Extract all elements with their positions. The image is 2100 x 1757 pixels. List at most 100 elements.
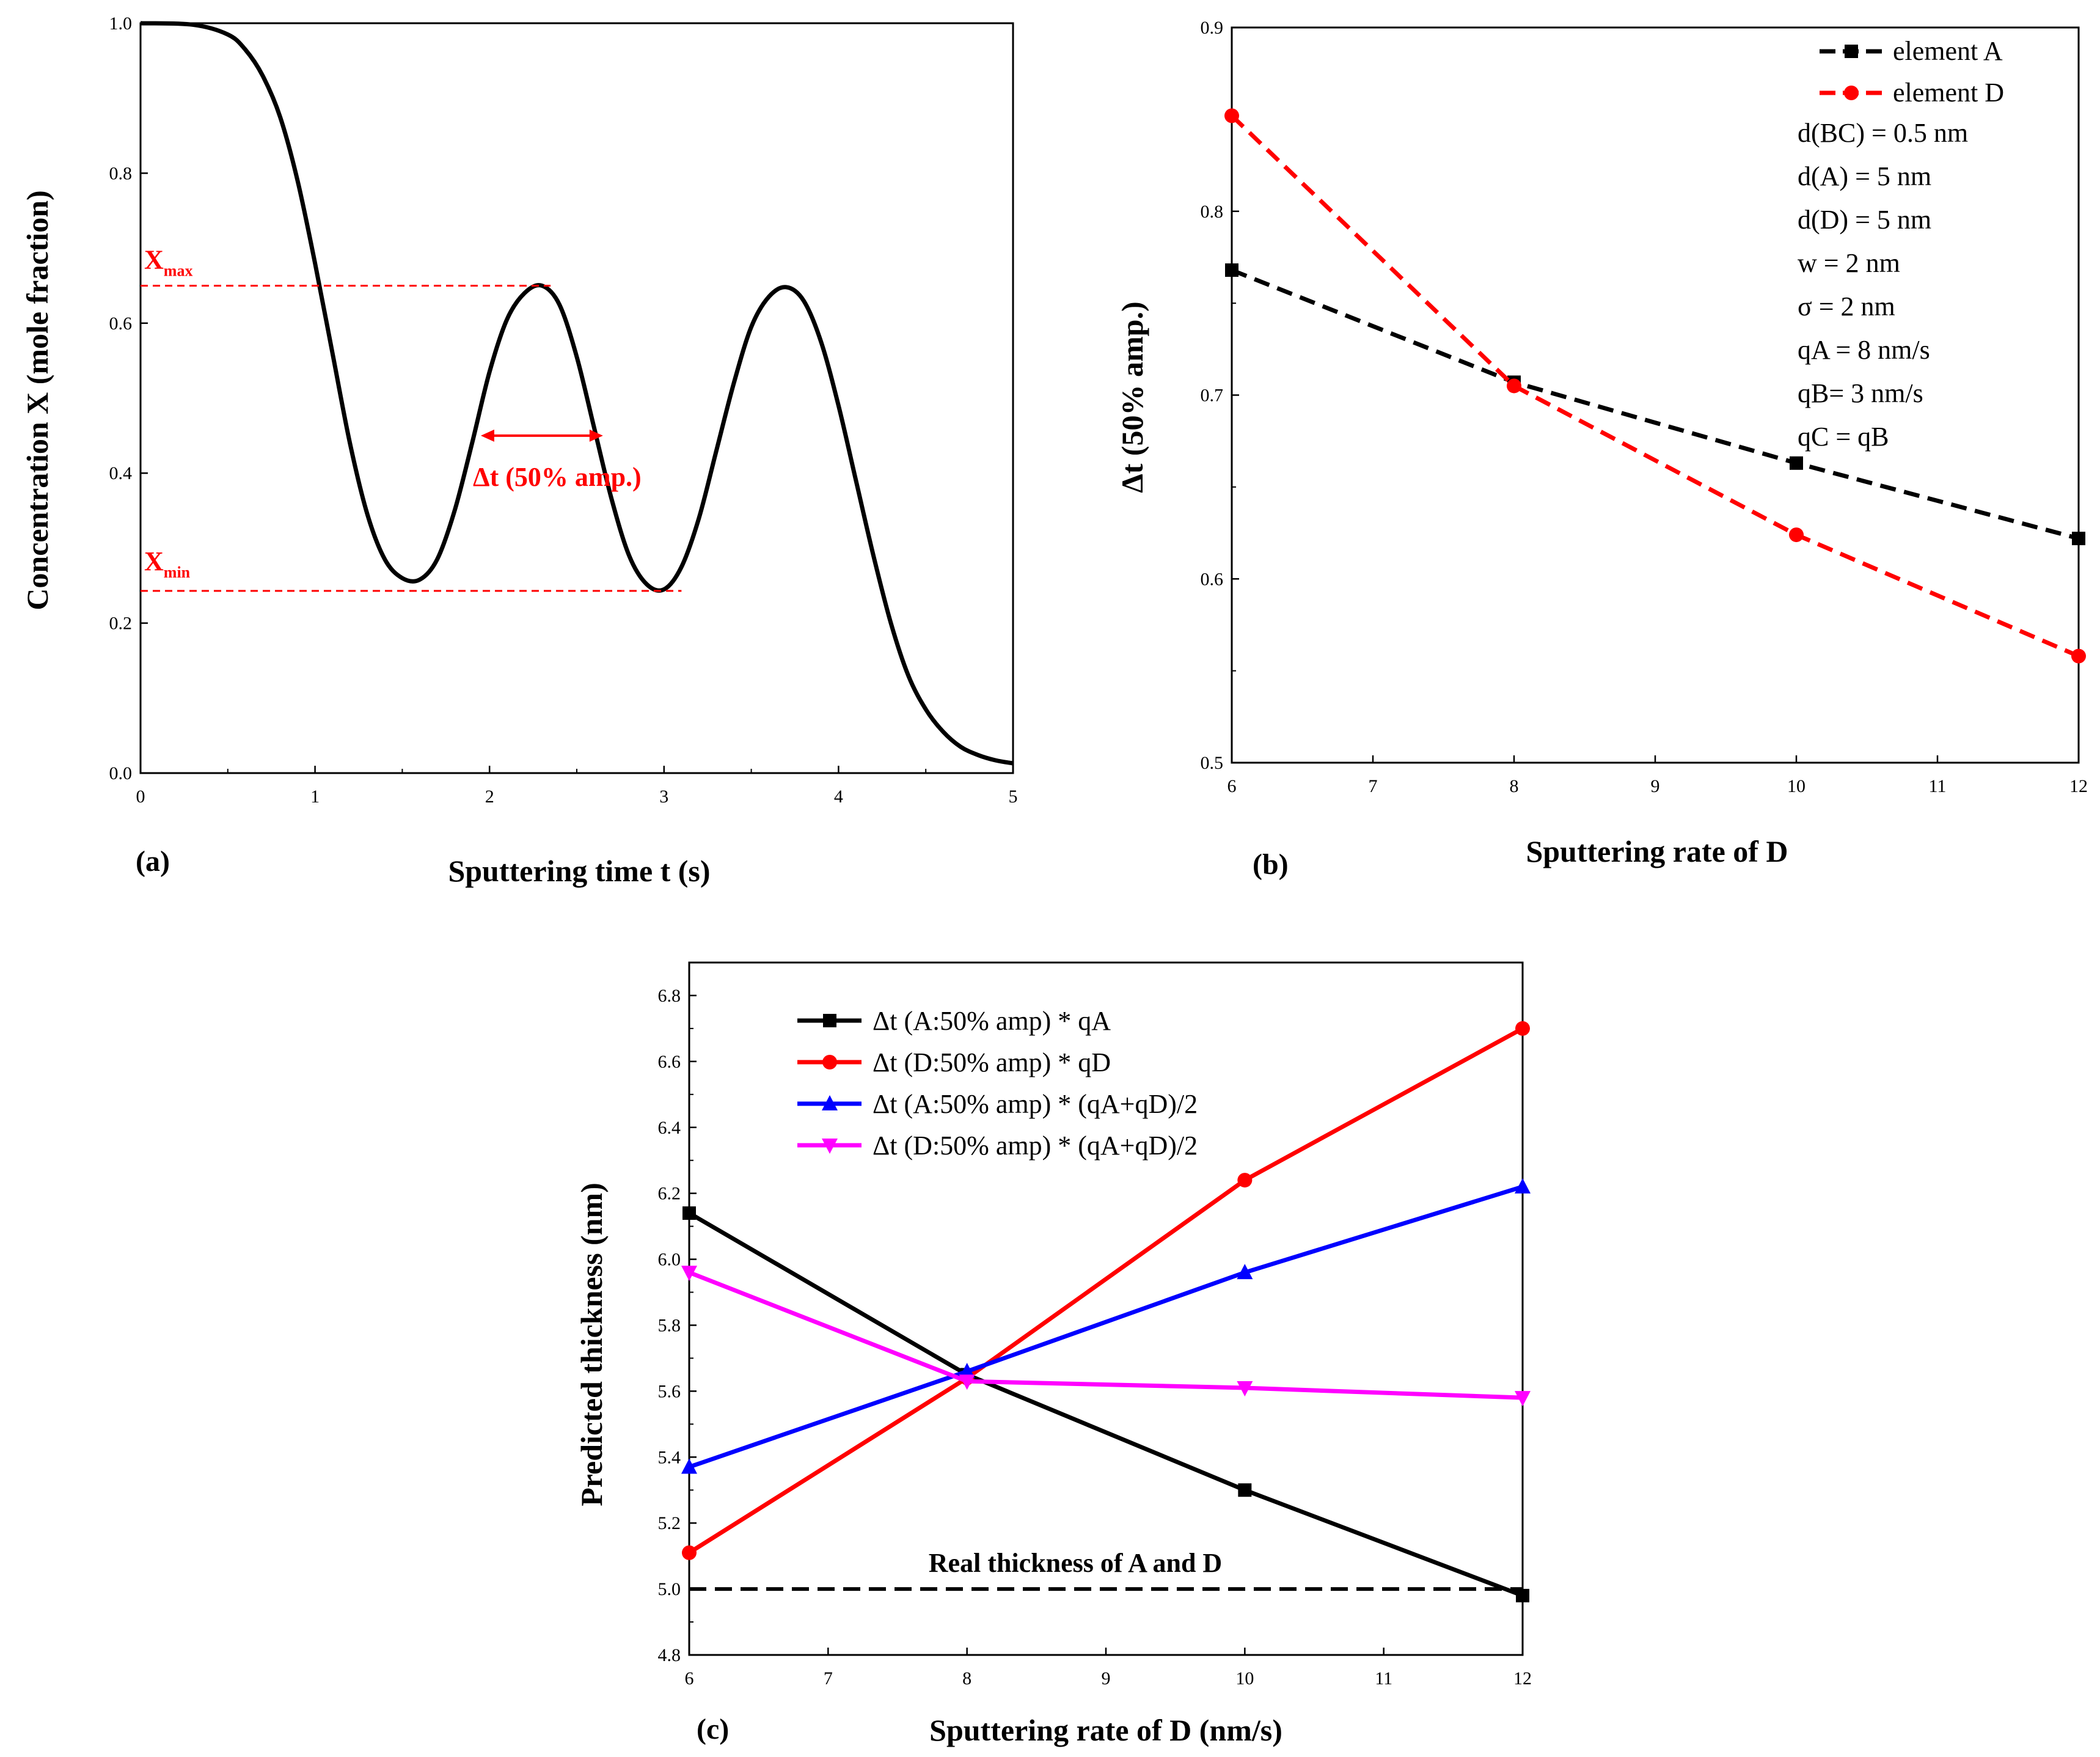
panel-b-point-element-d	[1789, 527, 1804, 543]
panel-c-x-tick-label: 12	[1513, 1668, 1532, 1689]
panel-c-point-a-avg	[1237, 1264, 1253, 1280]
panel-c-point-d-avg	[959, 1374, 975, 1390]
panel-c-legend-marker	[822, 1095, 838, 1110]
panel-b-param-text: d(BC) = 0.5 nm	[1798, 118, 1968, 148]
panel-c-x-tick-label: 7	[824, 1668, 833, 1689]
panel-c-y-tick-label: 5.2	[658, 1513, 681, 1533]
panel-a-x-tick-label: 1	[310, 787, 320, 807]
panel-a-concentration-line	[140, 21, 1014, 766]
panel-a-x-tick-label: 4	[834, 787, 843, 807]
panel-b-param-text: d(D) = 5 nm	[1798, 205, 1931, 235]
panel-b-x-tick-label: 12	[2069, 776, 2088, 796]
panel-a-delta-t-arrowhead-left	[480, 429, 494, 442]
panel-c-y-tick-label: 6.2	[658, 1184, 681, 1204]
panel-c-series-line-a-avg	[688, 1184, 1524, 1469]
panel-b-param-text: qA = 8 nm/s	[1798, 335, 1930, 365]
panel-b-legend-marker	[1845, 45, 1858, 58]
panel-c-y-tick-label: 5.0	[658, 1579, 681, 1599]
panel-a-x-tick-label: 3	[659, 787, 668, 807]
panel-b-legend-label: element A	[1893, 36, 2003, 66]
panel-a-xmax-label: Xmax	[144, 244, 192, 279]
panel-b-x-tick-label: 10	[1787, 776, 1805, 796]
panel-b-x-tick-label: 8	[1510, 776, 1519, 796]
panel-c-legend-label: Δt (A:50% amp) * (qA+qD)/2	[873, 1089, 1198, 1119]
panel-c-legend-label: Δt (A:50% amp) * qA	[873, 1006, 1111, 1036]
panel-b-x-tick-label: 11	[1929, 776, 1947, 796]
panel-b-x-axis-label: Sputtering rate of D	[1526, 834, 1788, 868]
panel-c-y-tick-label: 6.6	[658, 1052, 681, 1072]
panel-c-point-d-qd	[1515, 1021, 1530, 1036]
panel-b-param-text: σ = 2 nm	[1798, 292, 1895, 321]
panel-b-point-element-d	[2071, 648, 2086, 664]
panel-c-point-a-qa	[1238, 1483, 1252, 1497]
panel-b-x-tick-label: 7	[1369, 776, 1378, 796]
panel-b-point-element-a	[1790, 456, 1803, 470]
panel-c-point-a-avg	[959, 1363, 975, 1379]
panel-c-x-tick-label: 9	[1102, 1668, 1111, 1689]
panel-c-x-tick-label: 11	[1375, 1668, 1392, 1689]
panel-c-legend-label: Δt (D:50% amp) * (qA+qD)/2	[873, 1131, 1198, 1161]
panel-a-y-axis-label: Concentration X (mole fraction)	[20, 190, 54, 610]
panel-b-point-element-d	[1507, 378, 1521, 394]
panel-c-point-a-avg	[681, 1458, 697, 1474]
panel-c-x-tick-label: 6	[685, 1668, 694, 1689]
panel-a-label: (a)	[136, 845, 170, 878]
panel-c-y-tick-label: 6.0	[658, 1250, 681, 1270]
panel-b-y-tick-label: 0.7	[1201, 386, 1224, 406]
panel-a-y-tick-label: 0.2	[109, 614, 133, 634]
panel-a-chart: (a) Sputtering time t (s) Concentration …	[20, 13, 1018, 888]
panel-a-y-tick-label: 0.4	[109, 463, 133, 483]
panel-c-legend-marker	[822, 1139, 838, 1154]
panel-b-param-text: qC = qB	[1798, 422, 1889, 452]
panel-c-legend-marker	[822, 1055, 837, 1069]
panel-c-label: (c)	[697, 1713, 729, 1745]
panel-c-point-a-qa	[682, 1206, 696, 1220]
panel-c-y-tick-label: 5.4	[658, 1447, 681, 1467]
panel-b-x-tick-label: 6	[1227, 776, 1237, 796]
panel-a-y-tick-label: 1.0	[109, 13, 133, 34]
panel-c-y-tick-label: 5.8	[658, 1315, 681, 1335]
panel-b-legend-marker	[1844, 86, 1859, 100]
panel-c-reference-label: Real thickness of A and D	[929, 1548, 1222, 1578]
panel-c-legend-label: Δt (D:50% amp) * qD	[873, 1047, 1111, 1077]
panel-b-legend-label: element D	[1893, 78, 2004, 108]
panel-b-y-axis-label: Δt (50% amp.)	[1115, 301, 1149, 493]
panel-c-x-tick-label: 10	[1235, 1668, 1254, 1689]
panel-b-point-element-d	[1224, 108, 1239, 123]
panel-b-series-line-element-a	[1231, 268, 2079, 541]
panel-c-x-axis-label: Sputtering rate of D (nm/s)	[929, 1713, 1282, 1747]
panel-b-y-tick-label: 0.5	[1201, 753, 1224, 773]
panel-a-delta-t-label: Δt (50% amp.)	[473, 462, 642, 492]
panel-b-param-text: w = 2 nm	[1798, 248, 1900, 278]
panel-c-point-d-avg	[1515, 1391, 1531, 1407]
panel-c-y-tick-label: 5.6	[658, 1381, 681, 1401]
panel-c-y-tick-label: 4.8	[658, 1645, 681, 1665]
panel-c-point-d-qd	[1237, 1173, 1253, 1188]
panel-b-chart: (b) Sputtering rate of D Δt (50% amp.) 6…	[1115, 18, 2088, 881]
panel-c-y-tick-label: 6.4	[658, 1118, 681, 1138]
panel-c-y-tick-label: 6.8	[658, 986, 681, 1006]
panel-b-param-text: qB= 3 nm/s	[1798, 378, 1923, 408]
panel-c-point-d-avg	[1237, 1381, 1253, 1396]
panel-c-chart: (c) Sputtering rate of D (nm/s) Predicte…	[574, 961, 1532, 1747]
panel-a-y-tick-label: 0.8	[109, 163, 133, 183]
panel-b-point-element-a	[2072, 532, 2085, 546]
panel-c-series-line-a-qa	[688, 1211, 1524, 1598]
panel-a-x-tick-label: 5	[1009, 787, 1018, 807]
panel-a-delta-t-arrowhead-right	[589, 429, 603, 442]
panel-c-point-a-qa	[1516, 1588, 1529, 1602]
panel-b-param-text: d(A) = 5 nm	[1798, 161, 1931, 191]
panel-b-x-tick-label: 9	[1651, 776, 1660, 796]
panel-a-frame	[139, 22, 1014, 774]
panel-a-x-tick-label: 2	[485, 787, 494, 807]
panel-c-series-line-d-qd	[688, 1026, 1524, 1555]
panel-c-point-d-qd	[682, 1545, 697, 1560]
panel-c-point-d-avg	[681, 1266, 697, 1282]
panel-b-y-tick-label: 0.9	[1201, 18, 1224, 38]
panel-b-y-tick-label: 0.6	[1201, 569, 1224, 589]
panel-c-x-tick-label: 8	[962, 1668, 971, 1689]
panel-a-xmin-label: Xmin	[144, 546, 191, 581]
panel-c-legend-marker	[823, 1014, 836, 1027]
panel-a-x-axis-label: Sputtering time t (s)	[448, 854, 710, 888]
